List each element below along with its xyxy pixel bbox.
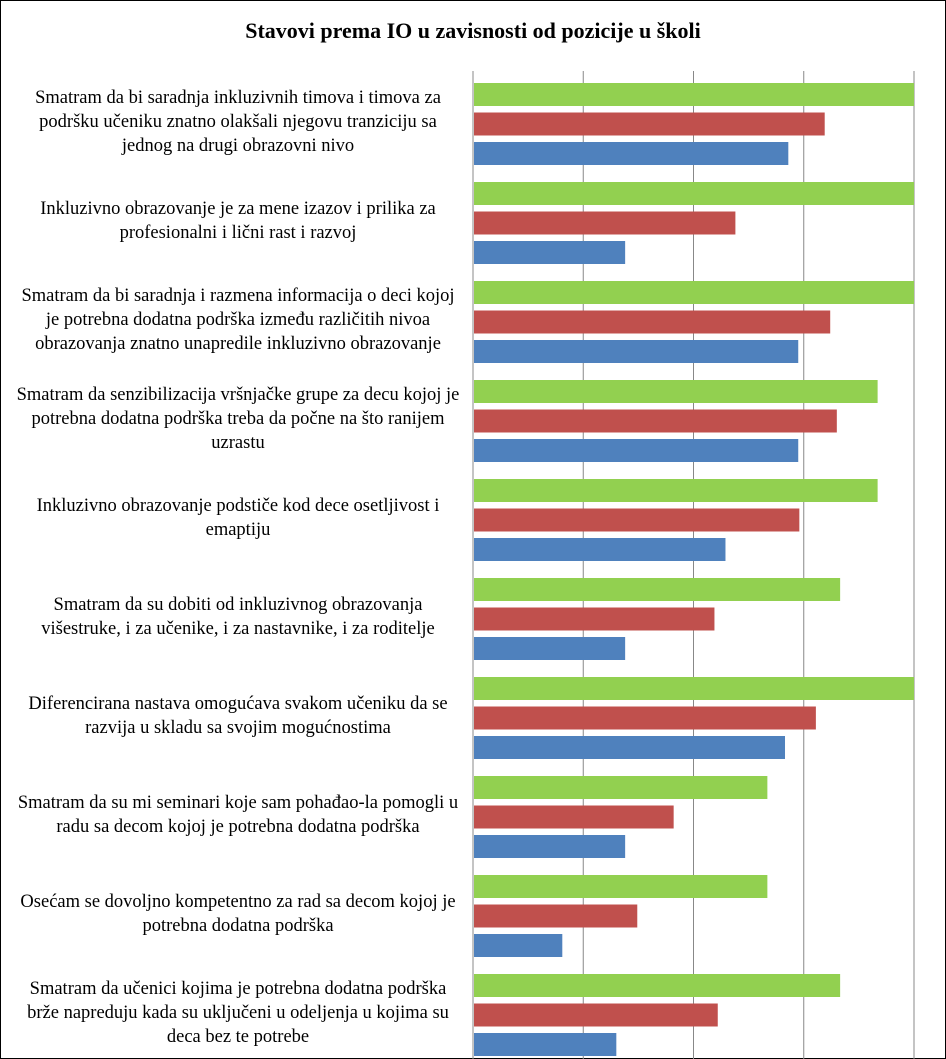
bar (474, 479, 878, 502)
bar (474, 805, 674, 829)
bar (474, 310, 831, 334)
category-label: Smatram da bi saradnja inkluzivnih timov… (35, 87, 441, 156)
category-label: Smatram da su dobiti od inkluzivnog obra… (41, 594, 435, 639)
category-label: Smatram da bi saradnja i razmena informa… (21, 285, 455, 354)
bar (474, 677, 914, 700)
bar (474, 538, 726, 561)
bar (474, 1003, 718, 1027)
bar (474, 776, 768, 799)
bar (474, 637, 626, 660)
bar (474, 904, 638, 928)
bar (474, 281, 914, 304)
bar (474, 380, 878, 403)
bar (474, 875, 768, 898)
bar (474, 439, 799, 462)
category-label: Smatram da senzibilizacija vršnjačke gru… (16, 384, 460, 453)
bar (474, 340, 799, 363)
bar (474, 112, 825, 136)
bar (474, 1033, 617, 1056)
bar (474, 83, 914, 106)
bar (474, 142, 789, 165)
bar (474, 508, 800, 532)
bar (474, 607, 715, 631)
category-label: Inkluzivno obrazovanje je za mene izazov… (40, 198, 436, 243)
chart-title: Stavovi prema IO u zavisnosti od pozicij… (245, 18, 701, 43)
bar (474, 835, 626, 858)
bar (474, 182, 914, 205)
bar (474, 409, 837, 433)
bar (474, 211, 736, 235)
category-label: Osećam se dovoljno kompetentno za rad sa… (20, 891, 456, 936)
bar (474, 736, 786, 759)
category-label: Smatram da su mi seminari koje sam pohađ… (17, 792, 459, 837)
category-label: Inkluzivno obrazovanje podstiče kod dece… (36, 495, 440, 540)
bar (474, 974, 841, 997)
category-label: Smatram da učenici kojima je potrebna do… (27, 978, 449, 1047)
bar (474, 578, 841, 601)
bar (474, 706, 816, 730)
bar (474, 241, 626, 264)
category-label: Diferencirana nastava omogućava svakom u… (28, 693, 448, 738)
bar (474, 934, 563, 957)
